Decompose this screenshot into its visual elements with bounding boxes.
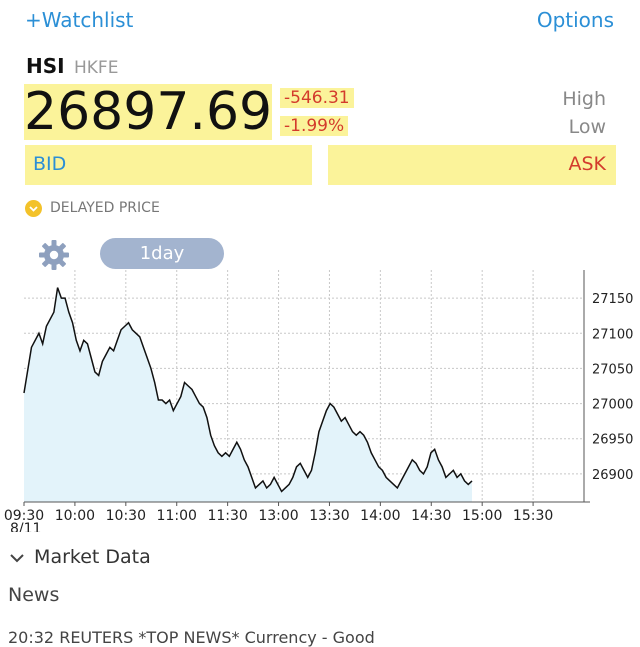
x-tick-label: 11:30 [207, 508, 247, 524]
y-tick-label: 27100 [592, 327, 633, 342]
x-tick-label: 13:00 [258, 508, 298, 524]
bid-label: BID [33, 153, 67, 175]
area-fill [24, 287, 472, 502]
exchange: HKFE [74, 58, 119, 78]
chevron-down-icon [10, 546, 28, 568]
add-watchlist-button[interactable]: +Watchlist [25, 8, 134, 32]
x-tick-label: 14:00 [360, 508, 400, 524]
y-tick-label: 27000 [592, 398, 633, 413]
x-tick-label: 15:00 [462, 508, 502, 524]
y-tick-label: 27050 [592, 362, 633, 377]
price-change-percent: -1.99% [280, 116, 349, 136]
last-price: 26897.69 [24, 82, 273, 142]
date-label: 8/11 [10, 521, 41, 532]
news-item[interactable]: 20:32 REUTERS *TOP NEWS* Currency - Good [8, 628, 375, 647]
options-button[interactable]: Options [536, 8, 614, 32]
market-data-toggle[interactable]: Market Data [10, 546, 151, 568]
chevron-down-icon[interactable] [25, 200, 42, 217]
gear-icon[interactable] [36, 238, 72, 276]
ask-label: ASK [568, 153, 606, 175]
high-label: High [562, 88, 606, 110]
y-tick-label: 26900 [592, 468, 633, 483]
delayed-price-label: DELAYED PRICE [50, 200, 160, 216]
x-tick-label: 10:00 [55, 508, 95, 524]
market-data-label: Market Data [34, 546, 151, 568]
x-tick-label: 10:30 [106, 508, 146, 524]
low-label: Low [568, 116, 606, 138]
price-chart[interactable]: 27150 27100 27050 27000 26950 26900 09:30 10:00… [0, 262, 640, 537]
x-tick-label: 14:30 [411, 508, 451, 524]
bid-box: BID [25, 145, 312, 185]
news-heading: News [8, 584, 60, 606]
range-1day-button[interactable]: 1day [100, 238, 224, 269]
x-tick-label: 11:00 [157, 508, 197, 524]
ask-box: ASK [328, 145, 616, 185]
y-tick-label: 26950 [592, 433, 633, 448]
y-tick-label: 27150 [592, 292, 633, 307]
price-line [23, 287, 473, 493]
price-change: -546.31 [280, 88, 354, 108]
x-tick-label: 13:30 [309, 508, 349, 524]
x-tick-label: 15:30 [513, 508, 553, 524]
symbol: HSI [26, 54, 65, 78]
x-tick-label: 09:30 [4, 508, 44, 524]
